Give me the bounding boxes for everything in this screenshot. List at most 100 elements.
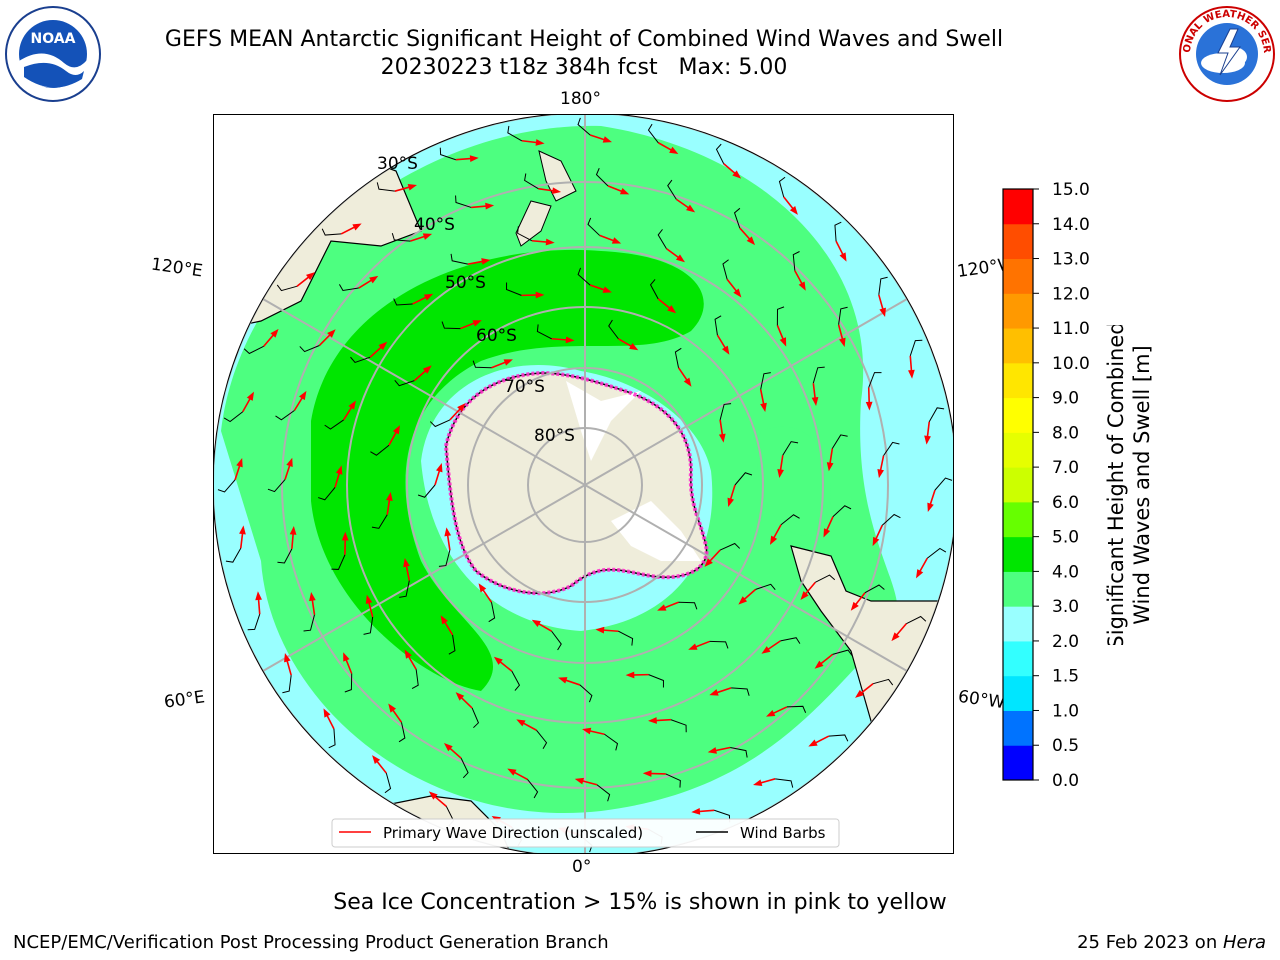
colorbar-tick-label: 0.0 — [1052, 771, 1079, 790]
wind-barb — [441, 321, 461, 330]
wind-barb — [536, 729, 548, 750]
footer-date: 25 Feb 2023 on Hera — [1077, 932, 1266, 953]
wind-barb — [928, 407, 945, 422]
wind-barb — [618, 630, 634, 646]
colorbar-swatch — [1003, 328, 1033, 364]
colorbar-swatch — [1003, 293, 1033, 329]
wind-barb — [868, 372, 882, 388]
lat-label-60s: 60°S — [476, 326, 517, 346]
wave-arrow-head — [309, 591, 316, 602]
wind-barb — [371, 514, 388, 529]
wave-arrow-head — [619, 187, 630, 195]
wave-arrow-head — [352, 223, 362, 231]
colorbar-tick-label: 2.0 — [1052, 632, 1079, 652]
wind-barb — [350, 356, 371, 364]
footer-host: Hera — [1222, 932, 1266, 953]
polar-map: 30°S 40°S 50°S 60°S 70°S 80°S Primary Wa… — [214, 115, 953, 853]
wave-arrow-head — [306, 272, 315, 281]
wave-arrow-head — [877, 468, 884, 479]
wave-arrow-head — [388, 703, 397, 713]
wind-barb — [926, 547, 947, 559]
wave-arrow-head — [611, 237, 622, 244]
wave-arrow-head — [707, 747, 717, 754]
wind-barb — [411, 669, 419, 690]
wave-arrow-head — [535, 291, 545, 299]
wave-arrow-head — [879, 307, 886, 317]
wave-arrow-head — [625, 671, 635, 679]
wave-arrow-head — [404, 649, 412, 659]
colorbar-swatch — [1003, 467, 1033, 503]
wind-barb — [579, 684, 593, 703]
colorbar-tick-label: 3.0 — [1052, 597, 1079, 617]
wave-arrow-head — [709, 689, 719, 696]
wave-arrow-head — [733, 288, 742, 298]
sea-ice-note: Sea Ice Concentration > 15% is shown in … — [333, 890, 947, 915]
wind-barb — [778, 176, 786, 197]
wave-arrow-head — [760, 402, 767, 412]
wave-arrow-head — [642, 770, 652, 777]
wind-barb — [338, 284, 359, 292]
colorbar-swatch — [1003, 397, 1033, 433]
wave-arrow-head — [704, 558, 713, 567]
wave-arrow-head — [721, 345, 730, 355]
wave-arrow-head — [255, 591, 262, 601]
wave-arrow-head — [428, 791, 438, 800]
wave-arrow-head — [924, 435, 931, 445]
wave-arrow-head — [343, 652, 350, 662]
wave-arrow-head — [327, 329, 336, 338]
lon-label-top: 180° — [560, 89, 601, 109]
wave-arrow-head — [823, 528, 831, 538]
wind-barb — [812, 366, 825, 384]
wind-barb — [719, 542, 741, 551]
wave-arrow-head — [323, 708, 331, 718]
wave-arrow-head — [348, 400, 356, 410]
wind-barb — [760, 372, 771, 390]
lat-label-70s: 70°S — [504, 377, 545, 397]
wave-arrow-head — [503, 359, 513, 366]
wind-barb — [517, 226, 532, 242]
wave-arrow-head — [769, 535, 778, 545]
wind-barb — [674, 347, 682, 368]
wind-barb — [873, 678, 894, 686]
wind-barb — [507, 125, 522, 142]
wave-arrow-head — [507, 768, 517, 776]
wind-barb — [792, 251, 800, 271]
wave-arrow-head — [777, 468, 784, 479]
wave-arrow-head — [403, 558, 410, 568]
wave-arrow-head — [872, 536, 880, 547]
wind-barb — [604, 733, 619, 751]
wind-barb — [649, 279, 659, 300]
wave-arrow-head — [602, 136, 612, 143]
wave-arrow-head — [789, 206, 798, 215]
colorbar-label: Significant Height of Combined Wind Wave… — [1104, 325, 1154, 645]
wind-barb — [506, 282, 522, 296]
wind-barb — [730, 747, 748, 758]
colorbar-tick-label: 8.0 — [1052, 423, 1079, 443]
wave-arrow-head — [481, 258, 491, 265]
wave-arrow-head — [718, 433, 726, 443]
colorbar-tick-label: 11.0 — [1052, 319, 1090, 339]
wind-barb — [596, 784, 611, 802]
lat-label-50s: 50°S — [445, 273, 486, 293]
wave-arrow-head — [814, 660, 824, 669]
map-panel: 30°S 40°S 50°S 60°S 70°S 80°S Primary Wa… — [213, 114, 954, 854]
wave-arrow-head — [299, 390, 307, 401]
wave-arrow-head — [746, 236, 756, 246]
wave-arrow-head — [675, 254, 685, 263]
wave-arrow-head — [440, 615, 449, 625]
wave-arrow-head — [891, 632, 900, 642]
wave-arrow-head — [800, 591, 809, 600]
wave-arrow-head — [289, 525, 297, 535]
sea-ice-edge — [443, 370, 709, 596]
wind-barb — [832, 649, 853, 657]
wind-barb — [275, 410, 295, 421]
wind-barb — [429, 419, 451, 428]
chart-title: GEFS MEAN Antarctic Significant Height o… — [164, 27, 1004, 52]
wave-arrow-head — [753, 779, 763, 786]
wind-barb — [719, 403, 732, 421]
wave-arrow-head — [850, 601, 859, 611]
wind-barb — [776, 306, 785, 326]
wind-barb — [391, 233, 411, 242]
wave-arrow-head — [688, 643, 698, 650]
wind-barb — [321, 228, 342, 236]
